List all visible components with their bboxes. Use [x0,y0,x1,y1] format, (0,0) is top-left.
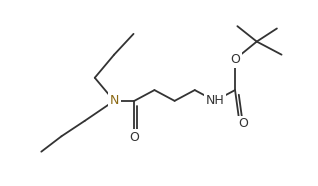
Text: N: N [109,94,119,107]
Text: O: O [238,118,248,130]
Text: O: O [129,131,139,144]
Text: O: O [230,53,240,66]
Text: NH: NH [205,94,224,107]
